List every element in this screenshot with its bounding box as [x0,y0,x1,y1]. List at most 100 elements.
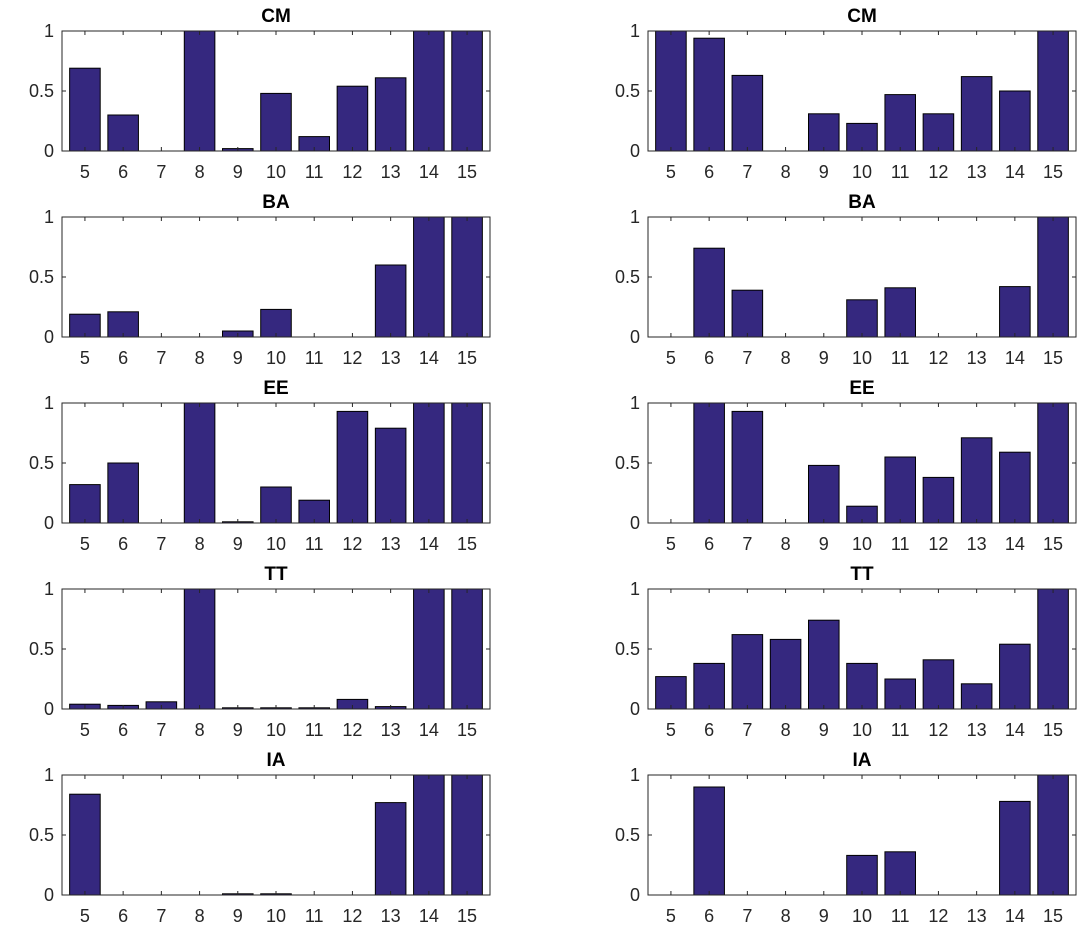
bar-15 [1037,588,1069,710]
x-tick-label: 6 [118,162,128,182]
bar-7 [731,410,764,524]
x-tick-label: 8 [781,720,791,740]
x-tick-label: 10 [266,162,286,182]
subplot-title: EE [849,378,874,399]
x-tick-label: 14 [419,534,439,554]
bar-14 [413,216,445,338]
bar-13 [374,77,407,152]
x-tick-label: 6 [118,906,128,926]
bar-6 [693,402,725,524]
x-tick-label: 13 [381,720,401,740]
y-tick-label: 0.5 [29,825,54,845]
x-tick-label: 13 [381,162,401,182]
x-tick-label: 6 [118,348,128,368]
x-tick-label: 15 [457,906,477,926]
bar-13 [960,76,993,152]
subplot-title: TT [850,564,874,585]
x-tick-label: 13 [967,348,987,368]
y-tick-label: 0.5 [615,639,640,659]
bar-15 [1037,216,1069,338]
x-tick-label: 14 [1005,534,1025,554]
x-tick-label: 7 [742,348,752,368]
y-tick-label: 0.5 [615,453,640,473]
subplot-title: TT [264,564,288,585]
x-tick-label: 12 [928,162,948,182]
bar-10 [846,122,878,152]
x-tick-label: 5 [80,906,90,926]
x-tick-label: 5 [80,534,90,554]
x-tick-label: 15 [457,720,477,740]
x-tick-label: 14 [419,162,439,182]
x-tick-label: 10 [852,534,872,554]
x-tick-label: 5 [80,162,90,182]
x-tick-label: 10 [266,534,286,554]
x-tick-label: 10 [852,348,872,368]
x-tick-label: 15 [457,534,477,554]
y-tick-label: 1 [44,393,54,413]
bar-14 [999,90,1031,152]
bar-9 [808,113,840,152]
bar-6 [693,786,725,896]
bar-8 [183,588,216,710]
subplot-title: CM [261,6,291,27]
y-tick-label: 0.5 [29,453,54,473]
x-tick-label: 5 [666,348,676,368]
x-tick-label: 5 [666,720,676,740]
x-tick-label: 7 [156,162,166,182]
bar-15 [451,402,483,524]
x-tick-label: 9 [819,348,829,368]
bar-15 [1037,30,1069,152]
bar-5 [69,793,101,896]
bar-7 [731,74,764,152]
x-tick-label: 12 [342,348,362,368]
x-tick-label: 12 [342,906,362,926]
x-tick-label: 10 [266,348,286,368]
x-tick-label: 14 [419,906,439,926]
bar-15 [451,216,483,338]
x-tick-label: 14 [1005,906,1025,926]
bar-13 [960,437,993,524]
x-tick-label: 6 [118,720,128,740]
x-tick-label: 13 [381,906,401,926]
bar-8 [769,638,802,710]
x-tick-label: 8 [781,906,791,926]
bar-10 [846,854,878,896]
x-tick-label: 11 [305,348,324,368]
x-tick-label: 11 [891,348,910,368]
x-tick-label: 10 [266,906,286,926]
bar-11 [884,678,916,710]
y-tick-label: 0.5 [29,267,54,287]
bar-13 [374,264,407,338]
bar-6 [693,37,725,152]
x-tick-label: 14 [1005,720,1025,740]
x-tick-label: 7 [156,348,166,368]
x-tick-label: 11 [891,720,910,740]
x-tick-label: 7 [742,162,752,182]
y-tick-label: 0.5 [615,825,640,845]
x-tick-label: 5 [80,720,90,740]
bar-11 [884,287,916,338]
x-tick-label: 5 [80,348,90,368]
x-tick-label: 5 [666,162,676,182]
bar-14 [413,588,445,710]
x-tick-label: 14 [419,720,439,740]
bar-11 [884,456,916,524]
bar-14 [999,643,1031,710]
y-tick-label: 0.5 [615,81,640,101]
x-tick-label: 15 [1043,534,1063,554]
x-tick-label: 11 [305,162,324,182]
x-tick-label: 8 [781,348,791,368]
x-tick-label: 6 [704,162,714,182]
x-tick-label: 11 [305,906,324,926]
bar-13 [960,683,993,710]
bar-9 [808,619,840,710]
bar-11 [884,851,916,896]
x-tick-label: 7 [156,906,166,926]
bar-12 [336,410,369,524]
